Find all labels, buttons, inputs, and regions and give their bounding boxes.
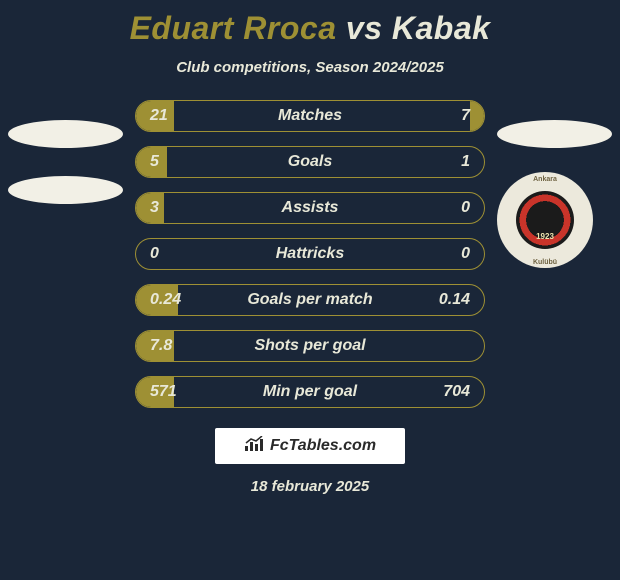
page-title: Eduart Rroca vs Kabak: [0, 0, 620, 47]
subtitle: Club competitions, Season 2024/2025: [0, 59, 620, 76]
stat-value-right: 0: [461, 199, 470, 217]
badge-oval: [497, 120, 612, 148]
stat-row: 3 Assists 0: [135, 192, 485, 224]
stat-row: 0 Hattricks 0: [135, 238, 485, 270]
stat-label: Hattricks: [136, 245, 484, 263]
stat-value-right: 1: [461, 153, 470, 171]
player1-name: Eduart Rroca: [130, 10, 337, 46]
vs-text: vs: [346, 10, 383, 46]
stats-container: 21 Matches 7 5 Goals 1 3 Assists 0 0 Hat…: [135, 100, 485, 408]
player2-name: Kabak: [392, 10, 491, 46]
brand-text: FcTables.com: [270, 437, 376, 455]
club-logo-top-text: Ankara: [497, 176, 593, 183]
footer-date: 18 february 2025: [0, 478, 620, 495]
stat-label: Goals: [136, 153, 484, 171]
stat-row: 0.24 Goals per match 0.14: [135, 284, 485, 316]
stat-row: 7.8 Shots per goal: [135, 330, 485, 362]
club-logo-inner: 1923: [516, 191, 574, 249]
club-logo: Ankara 1923 Kulübü: [497, 172, 593, 268]
stat-value-right: 704: [443, 383, 470, 401]
stat-label: Min per goal: [136, 383, 484, 401]
stat-label: Matches: [136, 107, 484, 125]
branding-badge: FcTables.com: [215, 428, 405, 464]
left-badges: [8, 120, 123, 232]
stat-label: Shots per goal: [136, 337, 484, 355]
stat-value-right: 0: [461, 245, 470, 263]
stat-row: 5 Goals 1: [135, 146, 485, 178]
stat-value-right: 0.14: [439, 291, 470, 309]
stat-row: 571 Min per goal 704: [135, 376, 485, 408]
club-logo-bottom-text: Kulübü: [497, 259, 593, 266]
stat-label: Goals per match: [136, 291, 484, 309]
stat-label: Assists: [136, 199, 484, 217]
badge-oval: [8, 120, 123, 148]
stat-value-right: 7: [461, 107, 470, 125]
badge-oval: [8, 176, 123, 204]
club-logo-year: 1923: [536, 232, 554, 241]
stat-row: 21 Matches 7: [135, 100, 485, 132]
brand-chart-icon: [244, 436, 264, 457]
right-badges: Ankara 1923 Kulübü: [497, 120, 612, 268]
